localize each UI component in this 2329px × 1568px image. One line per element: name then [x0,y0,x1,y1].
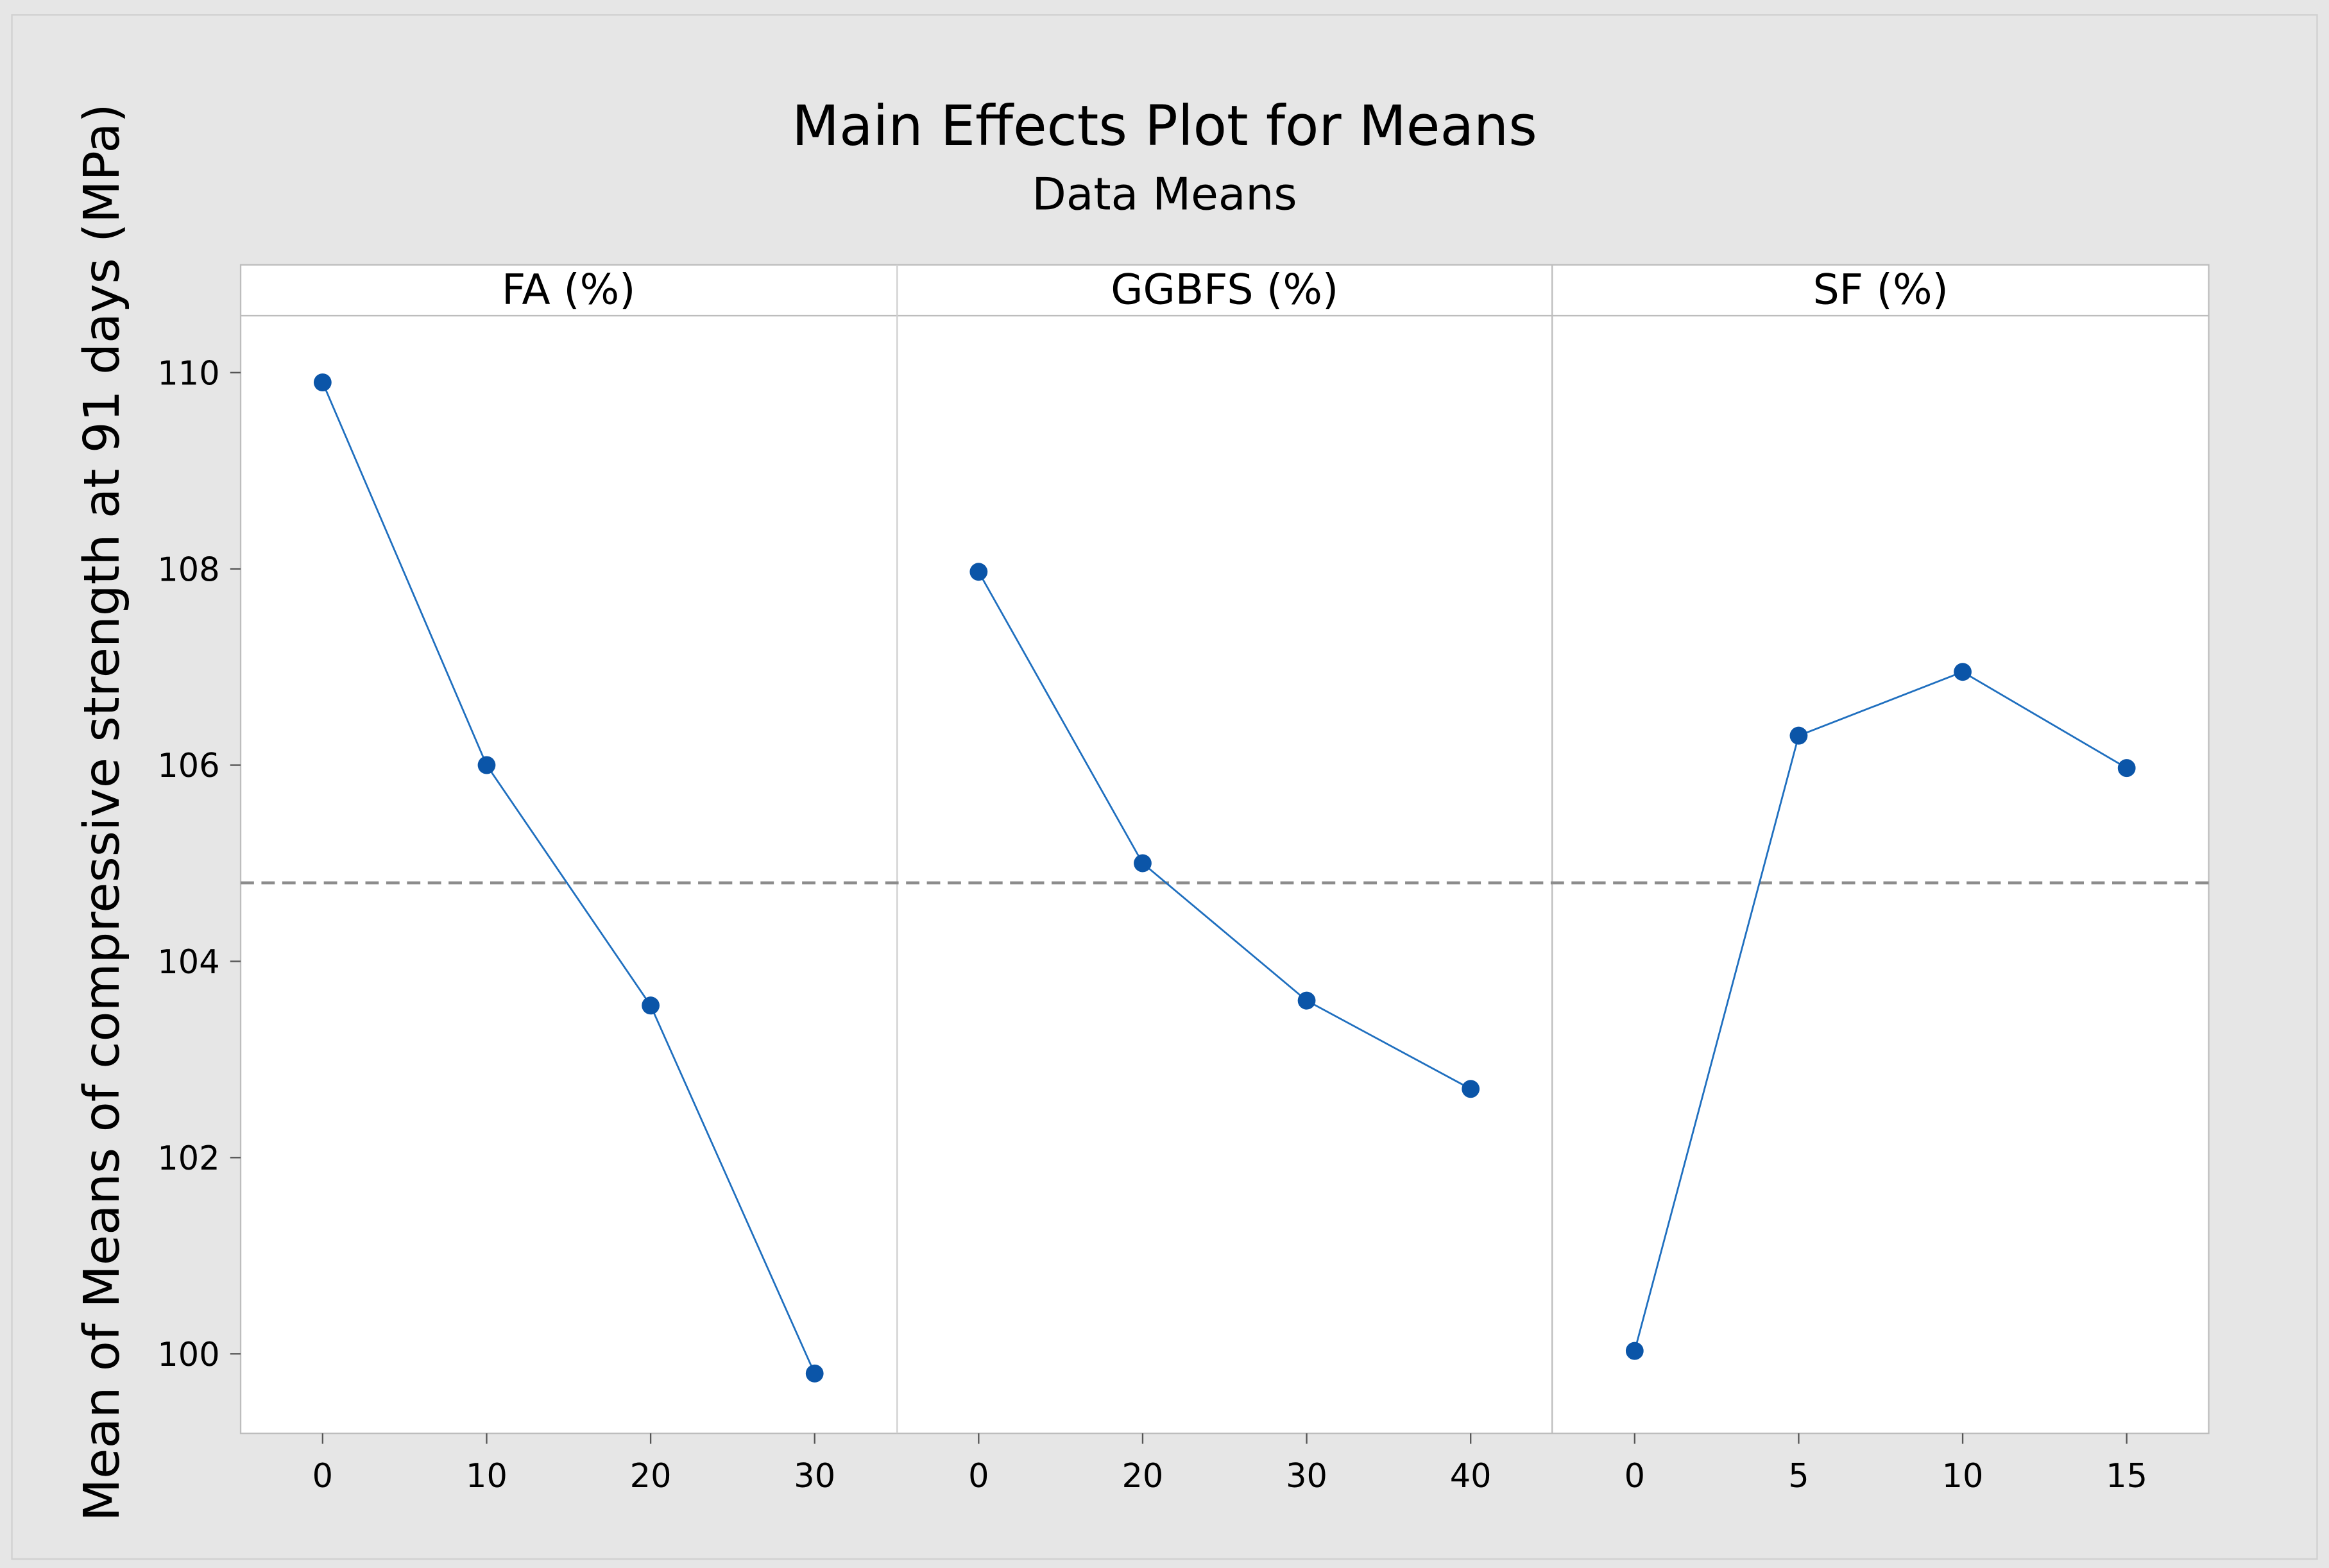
x-tick-label: 20 [1122,1458,1164,1496]
panel-title: GGBFS (%) [1111,266,1338,314]
effect-line [1634,670,2128,1352]
x-tick-label: 10 [1942,1458,1984,1496]
x-tick-label: 15 [2106,1458,2147,1496]
effect-line [321,382,815,1374]
panel-title: FA (%) [502,266,635,314]
point [477,756,496,774]
x-tick-label: 5 [1788,1458,1809,1496]
y-tick-label: 110 [157,355,219,393]
point [642,996,660,1015]
chart-subtitle: Data Means [1032,168,1297,220]
frame [11,14,2318,1560]
plot-area [239,264,2210,1435]
x-tick-label: 0 [1625,1458,1645,1496]
point [805,1364,824,1383]
point [1134,854,1152,873]
x-tick-label: 30 [1286,1458,1327,1496]
x-tick-label: 40 [1450,1458,1492,1496]
x-tick-label: 20 [630,1458,672,1496]
point [313,373,332,392]
point [969,563,988,581]
point [1625,1342,1644,1360]
y-tick-label: 100 [157,1336,219,1374]
chart-title: Main Effects Plot for Means [792,94,1537,158]
y-tick-label: 108 [157,551,219,589]
panel-title: SF (%) [1813,266,1949,314]
effect-line [978,571,1471,1090]
y-tick-label: 106 [157,747,219,785]
x-tick-label: 10 [466,1458,508,1496]
y-axis-label: Mean of Means of compressive strength at… [74,103,131,1521]
y-tick-label: 104 [157,944,219,982]
point [1297,991,1316,1010]
x-tick-label: 0 [312,1458,333,1496]
point [1954,663,1972,681]
point [1462,1080,1480,1098]
x-tick-label: 30 [794,1458,835,1496]
point [1789,726,1808,745]
y-tick-label: 102 [157,1140,219,1178]
point [2117,759,2136,778]
x-tick-label: 0 [968,1458,989,1496]
